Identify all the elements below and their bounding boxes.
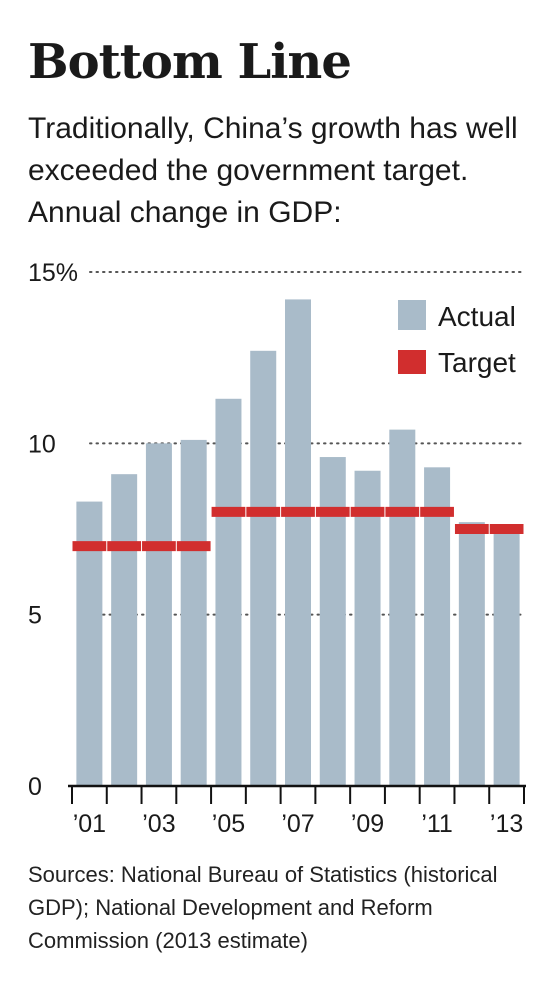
bar-actual (215, 398, 242, 786)
target-marker (315, 506, 350, 517)
chart-title: Bottom Line (28, 34, 352, 90)
bar-actual (111, 474, 138, 786)
target-marker (454, 524, 489, 534)
x-tick-label: ’05 (212, 810, 245, 838)
bar-actual (354, 470, 381, 786)
target-marker (420, 506, 454, 517)
legend: Actual Target (398, 300, 516, 378)
target-marker (211, 506, 246, 517)
actual-bars (76, 299, 520, 786)
gdp-bar-chart: 0 5 10 15% ’01 ’03 ’05 ’07 ’09 ’11 ’13 Actual Targe… (28, 259, 526, 838)
bar-actual (493, 525, 520, 786)
bar-actual (458, 522, 485, 786)
y-tick-label: 15% (28, 259, 78, 287)
bar-actual (319, 457, 346, 786)
legend-swatch-actual (398, 300, 426, 330)
x-tick-label: ’11 (421, 810, 453, 838)
source-note: Sources: National Bureau of Statistics (… (28, 862, 498, 953)
bar-actual (389, 429, 416, 786)
bar-actual (145, 443, 172, 786)
target-marker (72, 541, 107, 552)
bar-actual (180, 439, 207, 786)
target-marker (350, 506, 385, 517)
bar-actual (285, 299, 311, 786)
target-marker (281, 506, 315, 517)
legend-label: Actual (438, 301, 516, 332)
x-tick-label: ’09 (351, 810, 384, 838)
legend-swatch-target (398, 350, 426, 374)
y-tick-label: 10 (28, 430, 56, 458)
target-marker (142, 541, 176, 552)
x-tick-label: ’03 (142, 810, 175, 838)
target-markers (72, 506, 524, 552)
target-marker (246, 506, 281, 517)
x-tick-label: ’13 (490, 810, 523, 838)
axes: 0 5 10 15% ’01 ’03 ’05 ’07 ’09 ’11 ’13 (28, 259, 526, 838)
bar-actual (424, 467, 451, 786)
y-tick-label: 0 (28, 773, 42, 801)
legend-label: Target (438, 347, 516, 378)
bar-actual (250, 350, 277, 786)
target-marker (176, 541, 211, 552)
target-marker (385, 506, 420, 517)
target-marker (107, 541, 142, 552)
y-tick-label: 5 (28, 602, 42, 630)
target-marker (489, 524, 524, 534)
x-tick-label: ’01 (73, 810, 106, 838)
x-tick-label: ’07 (281, 810, 314, 838)
chart-subtitle: Traditionally, China’s growth has well e… (28, 112, 518, 229)
